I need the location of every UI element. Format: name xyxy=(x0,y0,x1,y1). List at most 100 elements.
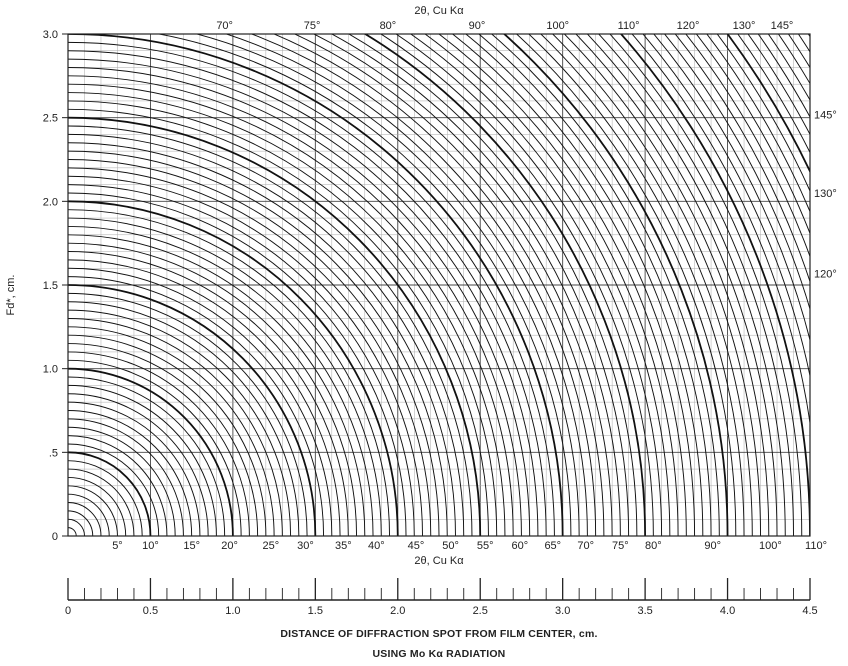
top-axis-title: 2θ, Cu Kα xyxy=(414,5,464,17)
bottom-axis-title: 2θ, Cu Kα xyxy=(414,555,464,567)
top-angle-label: 75° xyxy=(304,20,321,32)
arc-curve xyxy=(68,184,415,536)
right-angle-label: 145° xyxy=(814,109,837,121)
scale-label: 4.5 xyxy=(802,605,817,617)
arc-curve xyxy=(68,485,118,536)
arc-curve xyxy=(68,443,160,536)
scale-label: 0 xyxy=(65,605,71,617)
scale-label: 0.5 xyxy=(143,605,158,617)
y-tick-label: 2.5 xyxy=(43,113,58,125)
arc-curve xyxy=(68,234,366,536)
right-angle-label: 120° xyxy=(814,268,837,280)
bottom-angle-label: 25° xyxy=(262,540,279,552)
arc-curve xyxy=(68,451,152,536)
arc-curve xyxy=(409,34,671,536)
arc-curve xyxy=(68,34,564,536)
arc-curve xyxy=(68,401,201,536)
arc-curve xyxy=(68,133,465,536)
arc-curve xyxy=(330,34,630,536)
top-angle-label: 100° xyxy=(546,20,569,32)
top-angle-label: 70° xyxy=(216,20,233,32)
arc-curve xyxy=(68,92,506,536)
bottom-angle-label: 20° xyxy=(221,540,238,552)
arc-curve xyxy=(502,34,729,536)
y-tick-label: .5 xyxy=(49,447,58,459)
right-angle-labels: 145° 130° 120° xyxy=(814,109,837,280)
scale-label: 1.5 xyxy=(308,605,323,617)
arc-curve xyxy=(68,410,193,536)
arc-curve xyxy=(68,460,143,536)
caption-line-1: DISTANCE OF DIFFRACTION SPOT FROM FILM C… xyxy=(280,628,597,640)
arc-curve xyxy=(68,393,209,536)
bottom-angle-label: 15° xyxy=(183,540,200,552)
arc-curve xyxy=(68,75,522,536)
y-tick-label: 0 xyxy=(52,531,58,543)
top-angle-label: 130° xyxy=(733,20,756,32)
arc-curve xyxy=(609,34,803,536)
caption-line-2: USING Mo Kα RADIATION xyxy=(373,648,506,660)
arc-curve xyxy=(293,34,613,536)
arc-curve xyxy=(465,34,704,536)
arc-curve xyxy=(68,502,102,536)
arc-curve xyxy=(68,217,382,536)
scale-label: 2.5 xyxy=(473,605,488,617)
bottom-angle-label: 30° xyxy=(297,540,314,552)
arc-curve xyxy=(347,34,638,536)
arc-curve xyxy=(363,34,647,536)
arc-curve xyxy=(619,34,810,536)
arc-curve xyxy=(250,34,597,536)
arc-curve xyxy=(68,108,489,536)
arc-curve xyxy=(68,309,292,536)
arc-curve xyxy=(68,167,432,536)
arc-curve xyxy=(68,334,267,536)
arc-curve xyxy=(68,317,283,536)
arc-curve xyxy=(68,292,308,536)
bottom-angle-labels: 5° 10° 15° 20° 25° 30° 35° 40° 45° 50° 55° 60° 65° 70… xyxy=(112,540,827,552)
arc-curve xyxy=(68,493,110,536)
top-angle-label: 145° xyxy=(771,20,794,32)
arc-curve xyxy=(438,34,687,536)
arc-curve xyxy=(642,34,810,379)
arc-curve xyxy=(68,150,448,536)
arc-curve xyxy=(540,34,753,536)
arc-curve xyxy=(379,34,654,536)
arc-curve xyxy=(68,435,168,536)
arc-curve xyxy=(68,326,275,536)
top-angle-labels: 70° 75° 80° 90° 100° 110° 120° 130° 145° xyxy=(216,20,793,32)
arc-curve xyxy=(68,83,514,536)
arc-curve xyxy=(68,142,456,536)
arc-curve xyxy=(68,510,94,536)
arc-curve xyxy=(68,259,341,536)
bottom-angle-label: 100° xyxy=(759,540,782,552)
scale-label: 3.0 xyxy=(555,605,570,617)
arc-curve xyxy=(224,34,588,536)
y-tick-label: 1.0 xyxy=(43,364,58,376)
arc-curve xyxy=(68,351,250,536)
arc-curve xyxy=(68,359,242,536)
scale-label: 2.0 xyxy=(390,605,405,617)
bottom-angle-label: 60° xyxy=(511,540,528,552)
arc-curve xyxy=(68,284,317,536)
arc-curve xyxy=(68,527,77,536)
top-angle-label: 110° xyxy=(618,20,640,32)
arc-curve xyxy=(424,34,679,536)
arc-curve xyxy=(528,34,745,536)
arc-curve xyxy=(194,34,580,536)
arc-curve xyxy=(68,418,184,536)
arc-curve xyxy=(68,100,498,536)
scale-label: 1.0 xyxy=(225,605,240,617)
arc-curve xyxy=(68,209,391,536)
y-axis-title: Fd*, cm. xyxy=(5,275,17,316)
arc-curve xyxy=(515,34,737,536)
arc-curve xyxy=(68,367,234,536)
arc-curve xyxy=(395,34,663,536)
y-tick-label: 1.5 xyxy=(43,280,58,292)
arc-curve xyxy=(312,34,621,536)
arc-curve xyxy=(68,518,85,536)
arc-curve xyxy=(68,343,259,536)
bottom-angle-label: 65° xyxy=(544,540,561,552)
arc-curve xyxy=(68,267,333,536)
bottom-angle-label: 5° xyxy=(112,540,123,552)
arc-curve xyxy=(68,116,482,536)
